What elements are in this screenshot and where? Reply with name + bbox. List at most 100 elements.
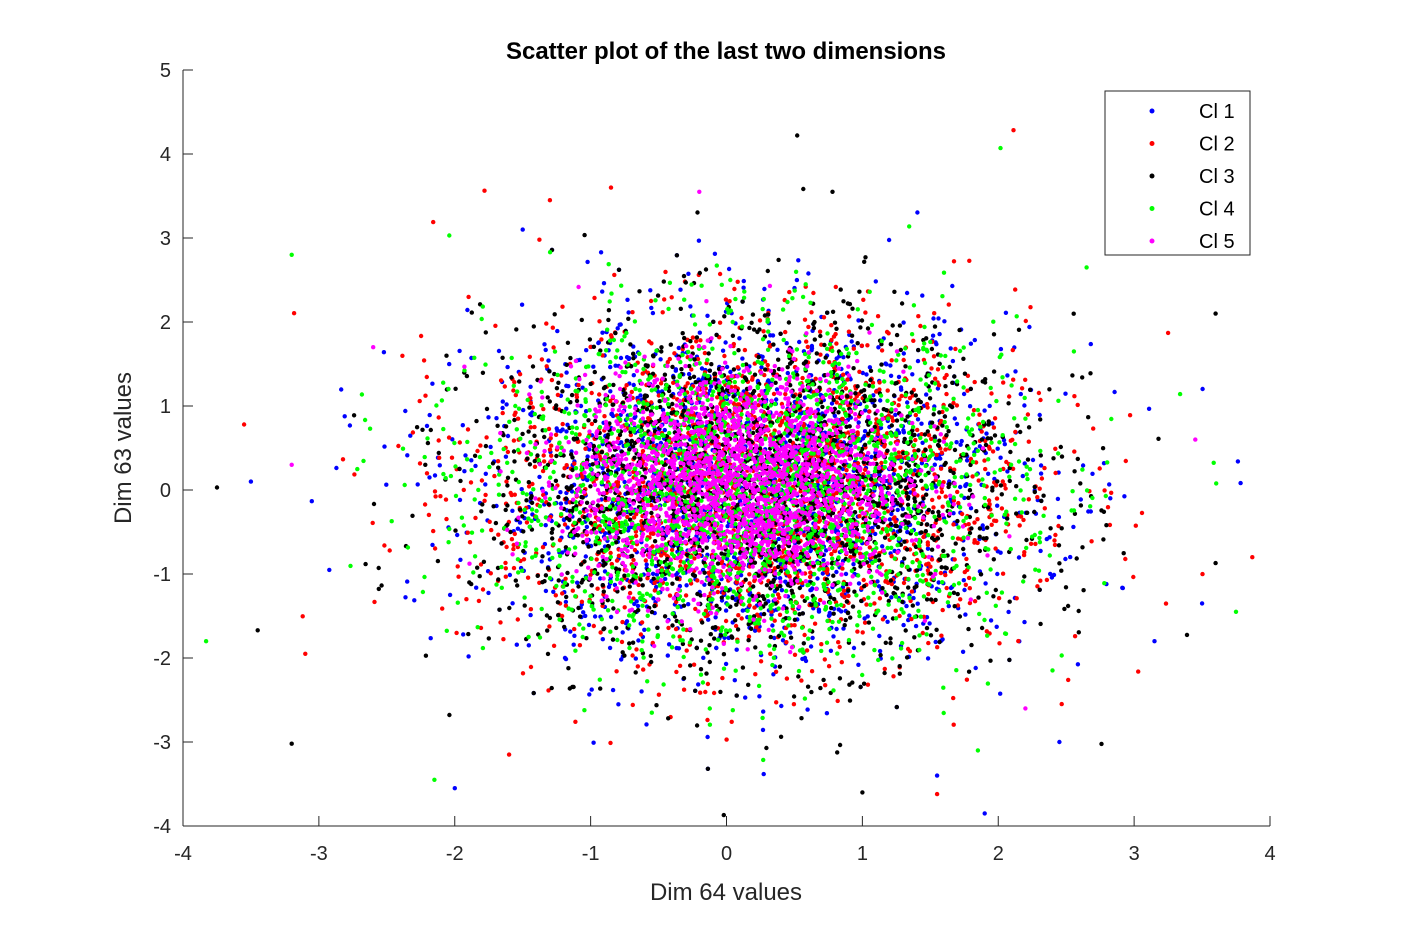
scatter-point <box>469 310 474 315</box>
scatter-point <box>522 603 527 608</box>
scatter-point <box>1016 327 1022 332</box>
scatter-point <box>923 447 928 453</box>
scatter-point <box>889 554 894 559</box>
scatter-point <box>684 583 689 588</box>
scatter-point <box>592 295 597 301</box>
scatter-point <box>808 644 814 649</box>
scatter-point <box>1200 571 1205 577</box>
scatter-point <box>674 669 679 675</box>
scatter-point <box>812 621 818 626</box>
scatter-point <box>791 702 797 707</box>
scatter-point <box>1026 439 1032 444</box>
scatter-point <box>544 364 549 369</box>
scatter-point <box>517 379 522 384</box>
scatter-point <box>935 386 941 391</box>
scatter-point <box>944 585 949 591</box>
scatter-point <box>802 317 808 322</box>
scatter-point <box>291 311 297 316</box>
scatter-point <box>654 572 660 577</box>
scatter-point <box>815 576 820 581</box>
scatter-point <box>982 458 987 463</box>
scatter-point <box>1017 523 1022 528</box>
scatter-point <box>543 523 548 528</box>
scatter-point <box>1120 585 1126 591</box>
scatter-point <box>944 566 949 571</box>
scatter-point <box>875 314 881 319</box>
scatter-point <box>843 571 849 577</box>
scatter-point <box>496 348 502 354</box>
scatter-point <box>1163 601 1169 606</box>
scatter-point <box>652 603 657 609</box>
scatter-point <box>666 642 672 647</box>
scatter-point <box>1024 537 1029 543</box>
scatter-point <box>612 272 617 278</box>
scatter-point <box>818 685 823 691</box>
scatter-point <box>957 614 963 619</box>
scatter-point <box>415 482 420 487</box>
scatter-point <box>814 351 819 356</box>
scatter-point <box>469 458 474 463</box>
scatter-point <box>963 483 968 489</box>
scatter-point <box>587 692 592 697</box>
scatter-point <box>1108 496 1113 501</box>
scatter-point <box>697 330 702 335</box>
scatter-point <box>796 540 801 545</box>
scatter-point <box>727 299 732 304</box>
scatter-point <box>446 435 452 440</box>
scatter-point <box>1146 406 1152 411</box>
scatter-point <box>530 481 535 487</box>
scatter-point <box>309 499 314 504</box>
scatter-point <box>896 403 901 408</box>
scatter-point <box>685 381 690 386</box>
scatter-point <box>977 534 982 539</box>
scatter-point <box>1003 486 1008 491</box>
scatter-point <box>620 619 625 625</box>
scatter-point <box>987 403 992 409</box>
scatter-point <box>724 737 729 742</box>
scatter-point <box>1008 438 1013 443</box>
scatter-point <box>983 581 988 586</box>
scatter-point <box>984 629 989 634</box>
scatter-point <box>483 492 488 498</box>
scatter-point <box>911 338 916 343</box>
scatter-point <box>611 606 616 611</box>
scatter-point <box>712 636 717 641</box>
scatter-point <box>723 340 728 345</box>
scatter-point <box>776 366 782 372</box>
scatter-point <box>924 562 929 567</box>
scatter-point <box>1107 482 1112 487</box>
scatter-point <box>865 614 870 619</box>
scatter-point <box>862 620 868 625</box>
scatter-point <box>527 354 532 359</box>
scatter-point <box>645 576 650 581</box>
scatter-point <box>865 326 871 331</box>
scatter-point <box>872 424 877 430</box>
scatter-point <box>968 341 974 346</box>
scatter-point <box>927 621 932 626</box>
scatter-point <box>936 509 941 515</box>
scatter-point <box>859 389 864 394</box>
scatter-point <box>862 584 867 589</box>
scatter-point <box>835 698 840 704</box>
scatter-point <box>430 381 435 386</box>
scatter-point <box>519 487 524 492</box>
scatter-point <box>631 382 636 388</box>
scatter-point <box>897 613 902 619</box>
scatter-point <box>686 271 691 276</box>
scatter-point <box>438 494 443 499</box>
scatter-point <box>496 577 501 582</box>
scatter-point <box>920 630 925 636</box>
scatter-point <box>962 569 967 575</box>
scatter-point <box>773 380 778 385</box>
scatter-point <box>913 623 919 629</box>
scatter-point <box>821 515 826 521</box>
scatter-point <box>608 740 613 746</box>
scatter-point <box>1038 548 1043 554</box>
scatter-point <box>845 377 850 382</box>
scatter-point <box>422 502 428 507</box>
scatter-point <box>537 237 542 242</box>
scatter-point <box>520 671 526 676</box>
scatter-point <box>911 472 916 477</box>
scatter-point <box>511 565 517 571</box>
scatter-point <box>752 578 757 584</box>
